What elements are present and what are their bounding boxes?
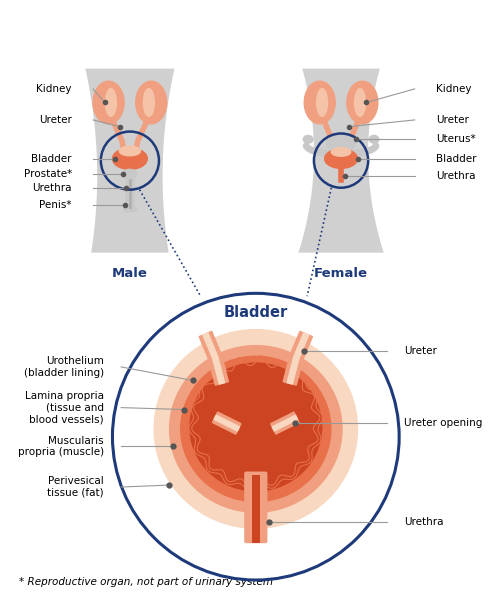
Ellipse shape [180,356,331,502]
Ellipse shape [170,345,342,512]
Text: Ureter: Ureter [404,347,437,356]
Ellipse shape [332,147,350,156]
Polygon shape [199,331,222,360]
Ellipse shape [369,135,379,143]
Ellipse shape [154,330,358,528]
Polygon shape [203,333,218,358]
Text: Penis*: Penis* [40,200,72,210]
Ellipse shape [200,371,312,476]
Polygon shape [86,68,174,253]
Ellipse shape [119,146,141,156]
Polygon shape [290,331,312,360]
Text: Kidney: Kidney [436,84,472,94]
Ellipse shape [347,81,378,124]
Text: Ureter: Ureter [39,115,72,125]
Text: Ureter opening: Ureter opening [404,418,482,428]
Ellipse shape [144,88,154,116]
Polygon shape [294,333,308,358]
Ellipse shape [316,88,328,116]
Ellipse shape [326,135,356,152]
Ellipse shape [112,148,148,169]
Text: Bladder: Bladder [436,154,476,164]
Text: Bladder: Bladder [32,154,72,164]
Text: Urethra: Urethra [436,171,476,181]
Polygon shape [212,356,224,384]
Text: Muscularis
propria (muscle): Muscularis propria (muscle) [18,436,104,457]
Circle shape [112,293,399,580]
Text: Ureter: Ureter [436,115,469,125]
Text: Perivesical
tissue (fat): Perivesical tissue (fat) [47,476,104,498]
Text: Bladder: Bladder [224,305,288,320]
Ellipse shape [324,149,358,168]
Polygon shape [272,415,297,431]
Polygon shape [214,415,240,431]
Text: Female: Female [314,267,368,280]
Ellipse shape [354,88,366,116]
Ellipse shape [136,81,166,124]
Ellipse shape [106,88,117,116]
Polygon shape [283,356,303,385]
Polygon shape [298,68,384,253]
Text: Uterus*: Uterus* [436,135,476,144]
FancyBboxPatch shape [244,471,268,543]
Bar [252,476,260,543]
Text: Urethra: Urethra [32,183,72,193]
Polygon shape [270,412,299,434]
Text: Lamina propria
(tissue and
blood vessels): Lamina propria (tissue and blood vessels… [24,391,103,424]
Ellipse shape [304,81,335,124]
Text: Male: Male [112,267,148,280]
Ellipse shape [123,206,136,212]
Ellipse shape [190,363,322,491]
Text: Kidney: Kidney [36,84,72,94]
Polygon shape [212,412,241,434]
Text: Prostate*: Prostate* [24,169,72,179]
Polygon shape [287,356,299,384]
Polygon shape [208,356,229,385]
Text: * Reproductive organ, not part of urinary system: * Reproductive organ, not part of urinar… [20,577,274,587]
Ellipse shape [93,81,124,124]
Text: Urothelium
(bladder lining): Urothelium (bladder lining) [24,356,103,378]
Ellipse shape [304,135,313,143]
Text: Urethra: Urethra [404,517,444,527]
Ellipse shape [123,169,136,179]
